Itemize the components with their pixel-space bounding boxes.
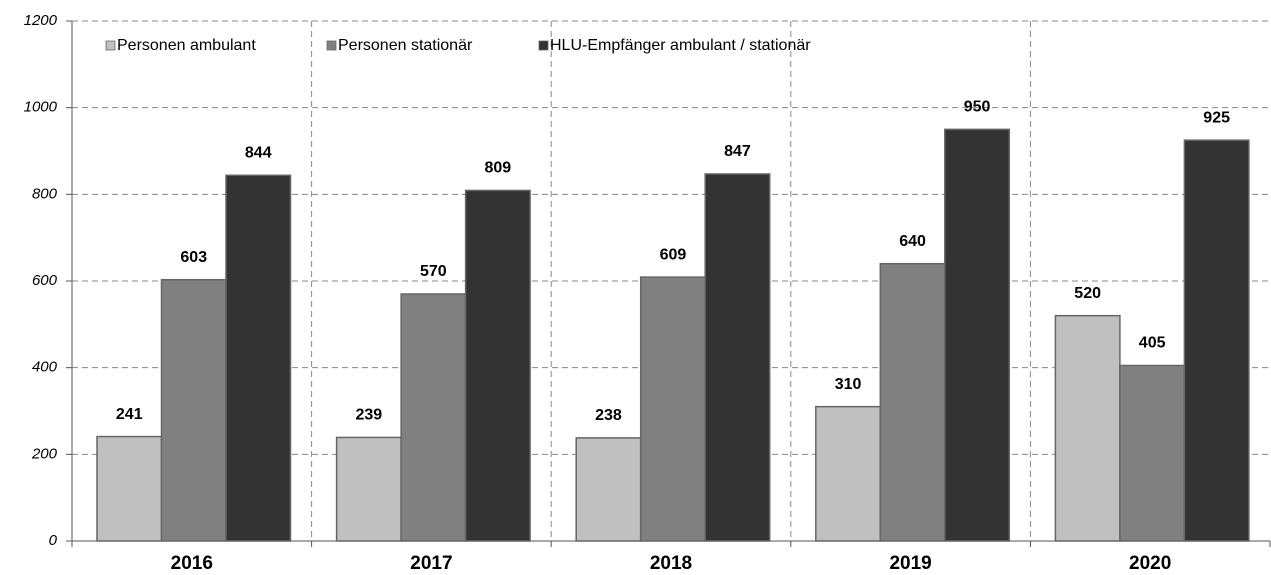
- x-tick-label: 2017: [410, 553, 452, 574]
- legend-label: HLU-Empfänger ambulant / stationär: [550, 37, 811, 54]
- legend-label: Personen ambulant: [117, 37, 256, 54]
- y-tick-label: 1000: [24, 99, 58, 116]
- y-tick-label: 200: [31, 445, 58, 462]
- y-tick-label: 1200: [24, 12, 58, 29]
- data-label: 405: [1139, 335, 1166, 352]
- data-label: 809: [484, 160, 511, 177]
- y-tick-label: 0: [49, 532, 58, 549]
- bar: [1119, 364, 1186, 542]
- legend-swatch: [326, 40, 337, 51]
- x-tick-label: 2020: [1129, 553, 1171, 574]
- legend-swatch: [105, 40, 116, 51]
- bar: [1183, 139, 1250, 542]
- data-label: 950: [964, 99, 991, 116]
- y-tick-label: 400: [32, 359, 58, 376]
- bar: [96, 435, 163, 542]
- bar: [400, 293, 467, 542]
- bar: [1054, 314, 1121, 542]
- data-label: 925: [1203, 109, 1230, 126]
- x-tick-label: 2019: [889, 553, 931, 574]
- bar: [575, 437, 642, 542]
- data-label: 847: [724, 143, 751, 160]
- data-label: 238: [595, 407, 622, 424]
- legend-swatch: [538, 40, 549, 51]
- bar: [815, 405, 882, 542]
- y-tick-label: 600: [32, 272, 58, 289]
- data-label: 310: [835, 376, 862, 393]
- data-label: 603: [180, 249, 207, 266]
- bar: [335, 436, 402, 542]
- bar: [879, 262, 946, 542]
- data-label: 241: [116, 406, 143, 423]
- legend-label: Personen stationär: [338, 37, 473, 54]
- x-tick-label: 2018: [650, 553, 692, 574]
- data-label: 609: [660, 246, 687, 263]
- data-label: 640: [899, 233, 926, 250]
- data-label: 520: [1074, 285, 1101, 302]
- bar: [160, 278, 227, 542]
- data-label: 570: [420, 263, 447, 280]
- bar: [464, 189, 531, 542]
- bar: [639, 276, 706, 542]
- data-label: 239: [355, 407, 382, 424]
- x-tick-label: 2016: [171, 553, 213, 574]
- bar: [944, 128, 1011, 542]
- bar: [225, 174, 292, 542]
- y-tick-label: 800: [32, 185, 58, 202]
- data-label: 844: [245, 144, 272, 161]
- bar: [704, 173, 771, 542]
